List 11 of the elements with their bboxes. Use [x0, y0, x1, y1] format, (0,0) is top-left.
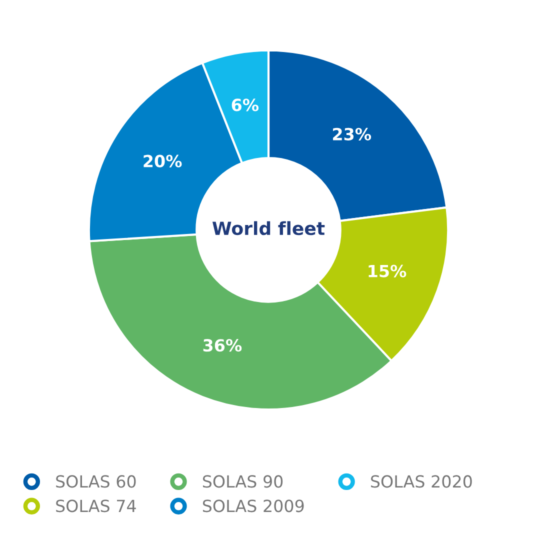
data-label: 23%: [333, 128, 372, 140]
legend-label: SOLAS 74: [56, 500, 136, 512]
text: World fleet: [212, 221, 325, 236]
data-label: 36%: [203, 339, 242, 352]
legend-label: SOLAS 2020: [371, 475, 472, 488]
data-label: 20%: [144, 154, 182, 168]
data-label: 6%: [232, 98, 259, 112]
data-label: 15%: [368, 264, 406, 278]
legend-label: SOLAS 90: [202, 475, 283, 488]
legend-label: SOLAS 60: [56, 475, 136, 488]
legend-label: SOLAS 2009: [202, 500, 304, 512]
